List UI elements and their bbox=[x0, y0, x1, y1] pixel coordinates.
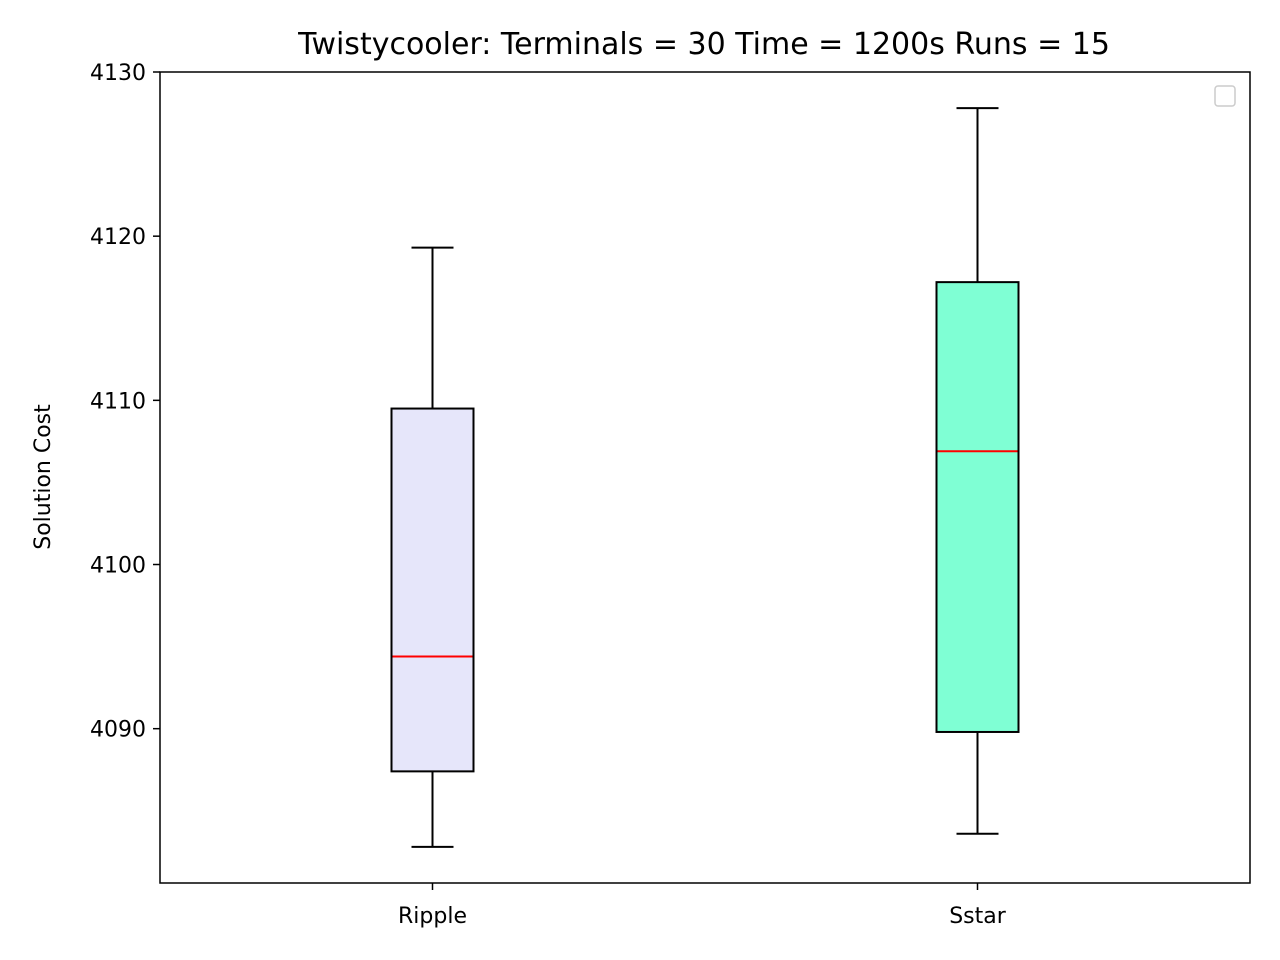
box-sstar bbox=[935, 281, 1020, 733]
y-tick-label: 4130 bbox=[90, 61, 146, 86]
y-axis-label: Solution Cost bbox=[31, 404, 56, 550]
plot-frame bbox=[159, 71, 1251, 884]
chart-title: Twistycooler: Terminals = 30 Time = 1200… bbox=[297, 27, 1110, 62]
x-tick-label: Sstar bbox=[949, 904, 1007, 929]
x-tick-label: Ripple bbox=[398, 904, 467, 929]
y-tick-label: 4100 bbox=[90, 554, 146, 579]
legend-box bbox=[1214, 85, 1236, 107]
y-tick-label: 4110 bbox=[90, 389, 146, 414]
box-ripple bbox=[390, 407, 475, 773]
y-tick-label: 4090 bbox=[90, 718, 146, 743]
plot-content: 4090 4100 4110 4120 4130 Ripple Sstar bbox=[90, 61, 1020, 929]
y-tick-label: 4120 bbox=[90, 225, 146, 250]
